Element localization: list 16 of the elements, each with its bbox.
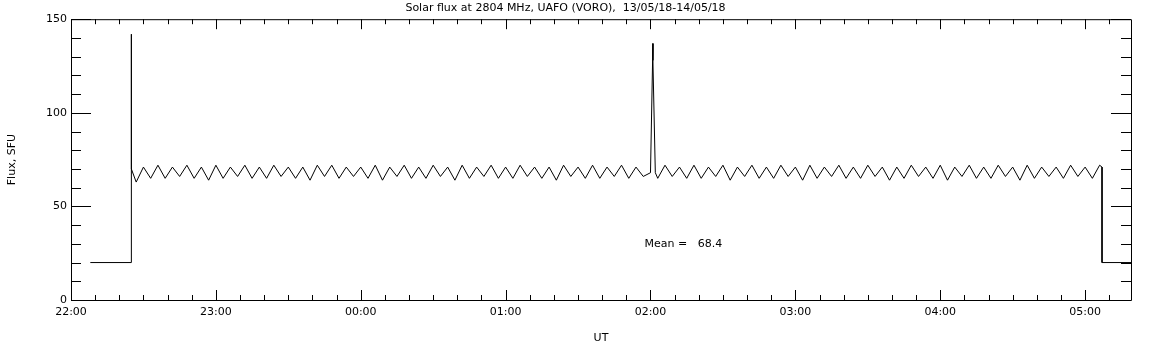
x-axis-title: UT <box>593 331 609 345</box>
x-tick-label: 03:00 <box>779 305 812 319</box>
x-tick-label: 22:00 <box>55 305 87 319</box>
annotation: Mean = 68.4 <box>644 236 723 250</box>
x-tick-label: 05:00 <box>1069 305 1101 319</box>
x-tick-label: 01:00 <box>489 305 522 319</box>
y-tick-label: 0 <box>60 292 67 306</box>
y-axis-title: Flux, SFU <box>5 133 19 186</box>
y-tick-label: 50 <box>53 199 67 213</box>
y-tick-label: 100 <box>46 105 67 119</box>
x-tick-label: 02:00 <box>634 305 667 319</box>
x-tick-label: 00:00 <box>344 305 377 319</box>
y-tick-label: 150 <box>46 12 67 26</box>
x-tick-label: 04:00 <box>924 305 957 319</box>
x-tick-label: 23:00 <box>200 305 232 319</box>
chart-title: Solar flux at 2804 MHz, UAFO (VORO), 13/05/18-14/05/18 <box>405 1 726 15</box>
